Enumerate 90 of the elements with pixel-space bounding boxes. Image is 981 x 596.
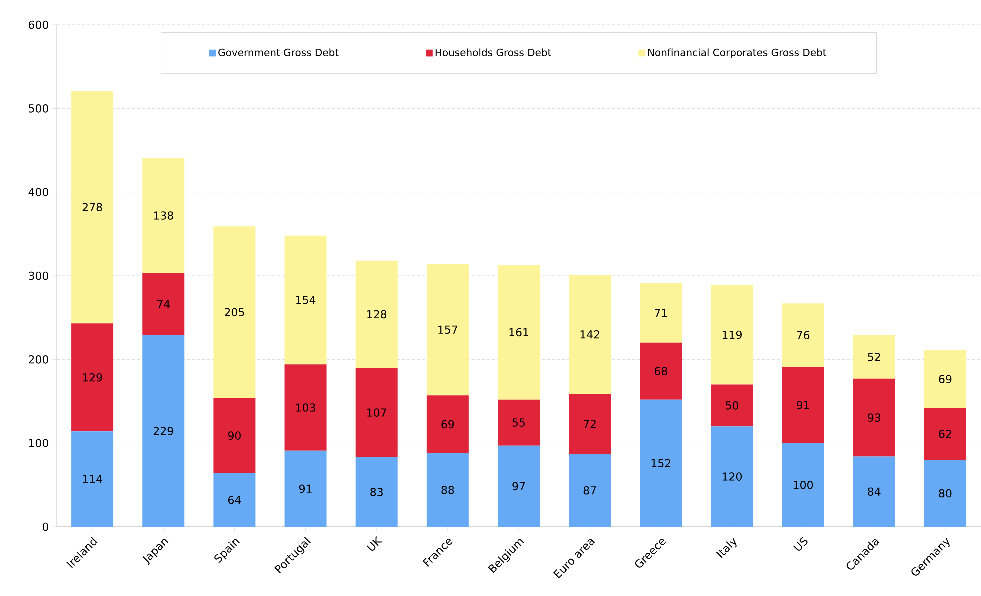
data-label: 103 [296, 404, 316, 412]
x-tick-label: US [793, 537, 808, 551]
bar [142, 273, 185, 336]
bar [426, 396, 469, 454]
data-label: 119 [722, 330, 742, 340]
legend-label: Government Gross Debt [218, 48, 339, 56]
y-tick-label: 200 [29, 356, 48, 364]
y-tick-label: 0 [42, 522, 48, 532]
bar [72, 91, 114, 324]
data-label: 72 [584, 420, 596, 428]
data-label: 142 [580, 330, 600, 339]
bar [72, 432, 114, 527]
bar [782, 443, 824, 527]
bar [640, 400, 682, 527]
data-label: 84 [868, 488, 881, 496]
bar [214, 398, 256, 474]
bar [782, 304, 824, 368]
bar [711, 426, 754, 527]
data-label: 68 [654, 367, 668, 376]
bar [284, 236, 327, 365]
data-label: 100 [794, 481, 814, 490]
x-tick-label: UK [366, 536, 383, 552]
data-label: 120 [722, 472, 742, 481]
data-label: 278 [82, 203, 102, 212]
bar [711, 285, 754, 385]
bar [782, 367, 824, 444]
legend-label: Households Gross Debt [436, 48, 552, 56]
data-label: 157 [438, 326, 458, 334]
data-label: 90 [228, 432, 241, 440]
bar [214, 226, 256, 398]
bar [853, 335, 896, 379]
data-label: 69 [442, 420, 454, 429]
data-label: 129 [83, 373, 102, 382]
data-label: 74 [158, 300, 170, 308]
bar [853, 456, 896, 527]
bar [214, 473, 256, 527]
bar [498, 446, 540, 527]
y-tick-label: 100 [29, 439, 48, 448]
y-tick-label: 300 [29, 272, 48, 280]
data-label: 205 [225, 308, 244, 317]
data-label: 91 [797, 401, 810, 410]
bar [356, 260, 398, 368]
y-tick-label: 500 [29, 104, 48, 113]
bar [72, 324, 114, 432]
data-label: 152 [652, 459, 671, 468]
bar [142, 335, 185, 527]
data-label: 88 [442, 486, 454, 494]
bar [640, 284, 682, 343]
data-label: 138 [154, 212, 174, 220]
data-label: 91 [299, 484, 312, 494]
data-label: 50 [726, 402, 738, 410]
bar [924, 460, 966, 527]
bar [569, 454, 612, 527]
bar [426, 453, 469, 527]
data-label: 128 [368, 310, 387, 319]
data-label: 69 [939, 375, 952, 384]
bar [356, 368, 398, 458]
data-label: 80 [939, 489, 952, 498]
data-label: 161 [510, 328, 528, 337]
data-label: 154 [296, 296, 316, 304]
bar [853, 378, 896, 457]
bar [356, 458, 398, 527]
bar [924, 408, 966, 460]
data-label: 62 [939, 430, 952, 438]
bar [284, 364, 327, 451]
data-label: 71 [655, 309, 668, 318]
data-label: 93 [868, 414, 881, 422]
data-label: 52 [868, 352, 880, 362]
y-tick-label: 400 [28, 188, 48, 196]
bar [426, 264, 469, 396]
bar [924, 350, 966, 408]
bar [498, 400, 540, 446]
bar [284, 450, 327, 527]
data-label: 114 [83, 475, 102, 484]
data-label: 107 [368, 408, 386, 417]
bar [498, 265, 540, 400]
data-label: 55 [512, 418, 526, 427]
bar [142, 158, 185, 274]
bar [711, 384, 754, 427]
data-label: 229 [154, 427, 174, 436]
data-label: 76 [797, 331, 810, 340]
bar [640, 342, 682, 400]
data-label: 83 [370, 488, 383, 496]
y-tick-label: 600 [28, 20, 48, 30]
data-label: 87 [584, 486, 596, 495]
data-label: 97 [512, 482, 526, 491]
legend-label: Nonfinancial Corporates Gross Debt [648, 48, 827, 58]
bar [569, 394, 612, 454]
bar [569, 275, 612, 394]
data-label: 64 [228, 496, 242, 504]
